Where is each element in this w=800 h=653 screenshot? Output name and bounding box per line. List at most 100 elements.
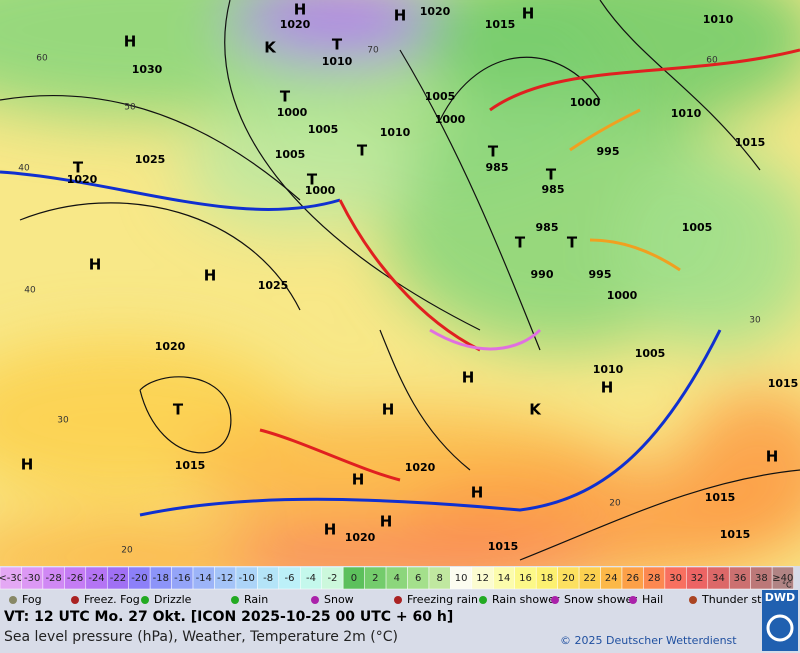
pressure-system: T bbox=[73, 159, 84, 177]
isobar bbox=[0, 94, 301, 201]
weather-legend: Fog Freez. Fog Drizzle Rain Snow Freezing rai… bbox=[9, 593, 783, 606]
pressure-system: H bbox=[89, 256, 102, 274]
pressure-system: T bbox=[332, 36, 343, 54]
front bbox=[139, 329, 722, 517]
pressure-system: T bbox=[515, 234, 526, 252]
scale-label: -8 bbox=[263, 573, 273, 584]
scale-label: <-30 bbox=[0, 573, 23, 584]
grid-label: 30 bbox=[749, 316, 761, 326]
grid-label: 40 bbox=[24, 286, 36, 296]
weather-label: Fog bbox=[22, 593, 42, 606]
front bbox=[259, 428, 401, 482]
weather-label: Drizzle bbox=[154, 593, 192, 606]
isobar-label: 1005 bbox=[275, 148, 306, 161]
isobar-label: 1000 bbox=[435, 113, 466, 126]
weather-icon bbox=[9, 596, 17, 604]
weather-icon bbox=[479, 596, 487, 604]
weather-label: Snow shower bbox=[564, 593, 637, 606]
isobar-label: 1010 bbox=[593, 363, 624, 376]
scale-label: 20 bbox=[562, 573, 575, 584]
isobars-and-fronts bbox=[0, 0, 800, 561]
temperature-blob bbox=[680, 390, 800, 550]
pressure-system: K bbox=[264, 39, 277, 57]
scale-label: -4 bbox=[306, 573, 316, 584]
isobar-label: 1010 bbox=[703, 13, 734, 26]
isobar-label: 1010 bbox=[322, 55, 353, 68]
scale-label: 6 bbox=[415, 573, 421, 584]
grid-label: 60 bbox=[36, 54, 48, 64]
scale-label: 26 bbox=[626, 573, 639, 584]
pressure-system: H bbox=[21, 456, 34, 474]
pressure-system: H bbox=[766, 448, 779, 466]
pressure-system: T bbox=[173, 401, 184, 419]
isobar-label: 1005 bbox=[635, 347, 666, 360]
isobar-label: 985 bbox=[542, 183, 565, 196]
scale-label: 4 bbox=[394, 573, 400, 584]
scale-label: 34 bbox=[712, 573, 725, 584]
isobar-label: 985 bbox=[486, 161, 509, 174]
isobar-label: 1020 bbox=[420, 5, 451, 18]
isobar bbox=[439, 56, 601, 121]
scale-label: 10 bbox=[455, 573, 468, 584]
scale-label: 24 bbox=[605, 573, 618, 584]
grid-label: 60 bbox=[706, 56, 718, 66]
temperature-blob bbox=[230, 0, 450, 60]
weather-icon bbox=[311, 596, 319, 604]
isobar-label: 1020 bbox=[155, 340, 186, 353]
scale-label: -26 bbox=[67, 573, 83, 584]
isobar-label: 1015 bbox=[720, 528, 751, 541]
pressure-system: H bbox=[522, 5, 535, 23]
scale-label: -24 bbox=[88, 573, 104, 584]
isobar-label: 1015 bbox=[735, 136, 766, 149]
grid-label: 30 bbox=[57, 416, 69, 426]
pressure-system: H bbox=[382, 401, 395, 419]
scale-label: 2 bbox=[372, 573, 378, 584]
front bbox=[569, 108, 641, 152]
isobar-label: 1010 bbox=[380, 126, 411, 139]
isobar-label: 1000 bbox=[570, 96, 601, 109]
scale-label: 18 bbox=[541, 573, 554, 584]
isobar-label: 1020 bbox=[280, 18, 311, 31]
pressure-system: H bbox=[380, 513, 393, 531]
scale-label: -22 bbox=[110, 573, 126, 584]
scale-label: -10 bbox=[238, 573, 254, 584]
scale-label: -14 bbox=[196, 573, 212, 584]
isobar-label: 1015 bbox=[485, 18, 516, 31]
isobar bbox=[139, 376, 232, 454]
isobar-label: 1000 bbox=[305, 184, 336, 197]
scale-label: -2 bbox=[327, 573, 337, 584]
scale-unit: °C bbox=[782, 581, 792, 590]
scale-label: 12 bbox=[476, 573, 489, 584]
subtitle: Sea level pressure (hPa), Weather, Tempe… bbox=[4, 629, 398, 645]
isobar-label: 1020 bbox=[405, 461, 436, 474]
pressure-system: H bbox=[204, 267, 217, 285]
scale-label: ≥40 bbox=[772, 573, 793, 584]
pressure-system: H bbox=[394, 7, 407, 25]
pressure-system: H bbox=[471, 484, 484, 502]
pressure-system: K bbox=[529, 401, 542, 419]
pressure-system: H bbox=[352, 471, 365, 489]
grid-label: 20 bbox=[121, 546, 133, 556]
isobar-label: 985 bbox=[536, 221, 559, 234]
pressure-system: T bbox=[567, 234, 578, 252]
scale-label: 38 bbox=[755, 573, 768, 584]
scale-label: 8 bbox=[436, 573, 442, 584]
isobar-label: 1015 bbox=[705, 491, 736, 504]
scale-label: 28 bbox=[648, 573, 661, 584]
scale-label: -28 bbox=[45, 573, 61, 584]
isobar-label: 1010 bbox=[671, 107, 702, 120]
isobar bbox=[519, 469, 800, 561]
scale-label: -20 bbox=[131, 573, 147, 584]
temperature-blob bbox=[0, 520, 260, 566]
scale-label: 30 bbox=[669, 573, 682, 584]
pressure-system: T bbox=[488, 143, 499, 161]
isobar-label: 995 bbox=[597, 145, 620, 158]
weather-label: Hail bbox=[642, 593, 663, 606]
isobar bbox=[19, 202, 301, 311]
grid-label: 40 bbox=[18, 164, 30, 174]
pressure-system: H bbox=[601, 379, 614, 397]
weather-icon bbox=[231, 596, 239, 604]
